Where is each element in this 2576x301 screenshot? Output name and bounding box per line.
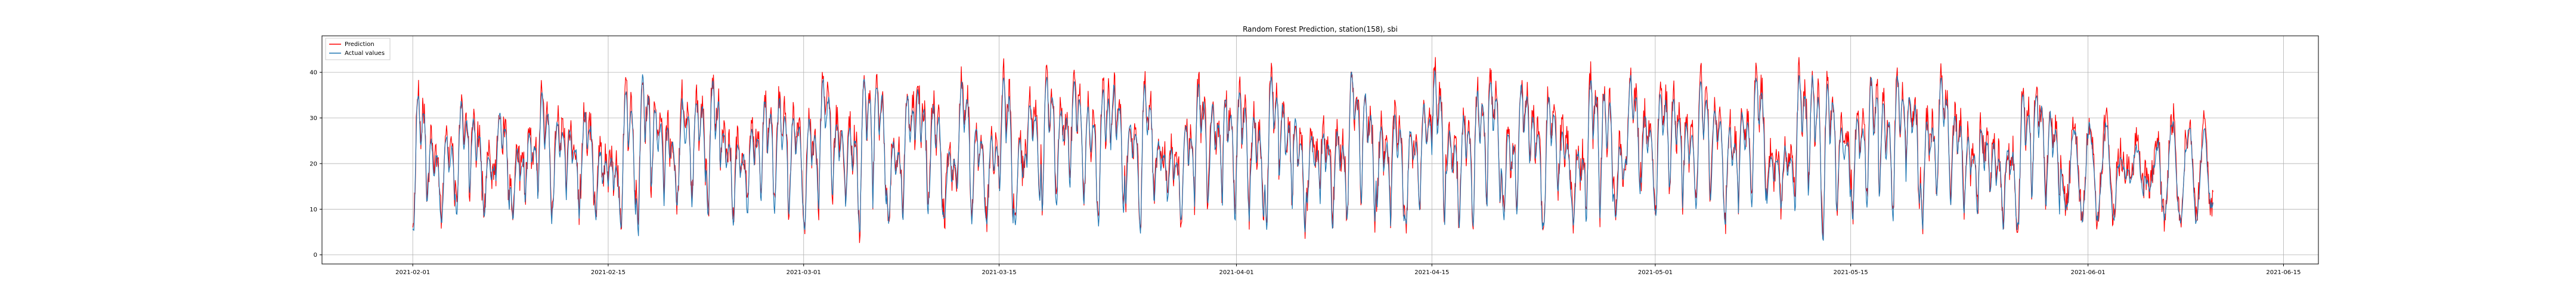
x-tick-label: 2021-06-01 — [2071, 269, 2106, 276]
x-tick-label: 2021-04-01 — [1219, 269, 1253, 276]
y-tick-label: 0 — [314, 252, 317, 259]
axis-ticks: 2021-02-01 2021-02-15 2021-03-01 2021-03-15… — [309, 70, 2301, 276]
y-tick-label: 30 — [309, 115, 317, 122]
y-tick-label: 10 — [309, 207, 317, 213]
x-tick-label: 2021-05-15 — [1834, 269, 1868, 276]
legend: Prediction Actual values — [325, 38, 391, 60]
prediction-line — [412, 57, 2213, 243]
plot-area-frame — [321, 35, 2319, 265]
chart-title: Random Forest Prediction, station(158), … — [1243, 25, 1398, 33]
y-tick-label: 40 — [309, 70, 317, 76]
x-tick-label: 2021-06-15 — [2266, 269, 2301, 276]
grid — [322, 36, 2318, 264]
y-tick-label: 20 — [309, 161, 317, 167]
legend-label-actual: Actual values — [345, 50, 385, 57]
legend-box — [325, 38, 391, 60]
x-tick-label: 2021-05-01 — [1638, 269, 1673, 276]
x-tick-label: 2021-02-01 — [395, 269, 430, 276]
series-layer — [412, 57, 2213, 243]
x-tick-label: 2021-02-15 — [591, 269, 626, 276]
legend-label-prediction: Prediction — [345, 41, 374, 48]
x-tick-label: 2021-04-15 — [1414, 269, 1449, 276]
actual-values-line — [412, 70, 2213, 241]
x-tick-label: 2021-03-15 — [982, 269, 1016, 276]
x-tick-label: 2021-03-01 — [787, 269, 821, 276]
